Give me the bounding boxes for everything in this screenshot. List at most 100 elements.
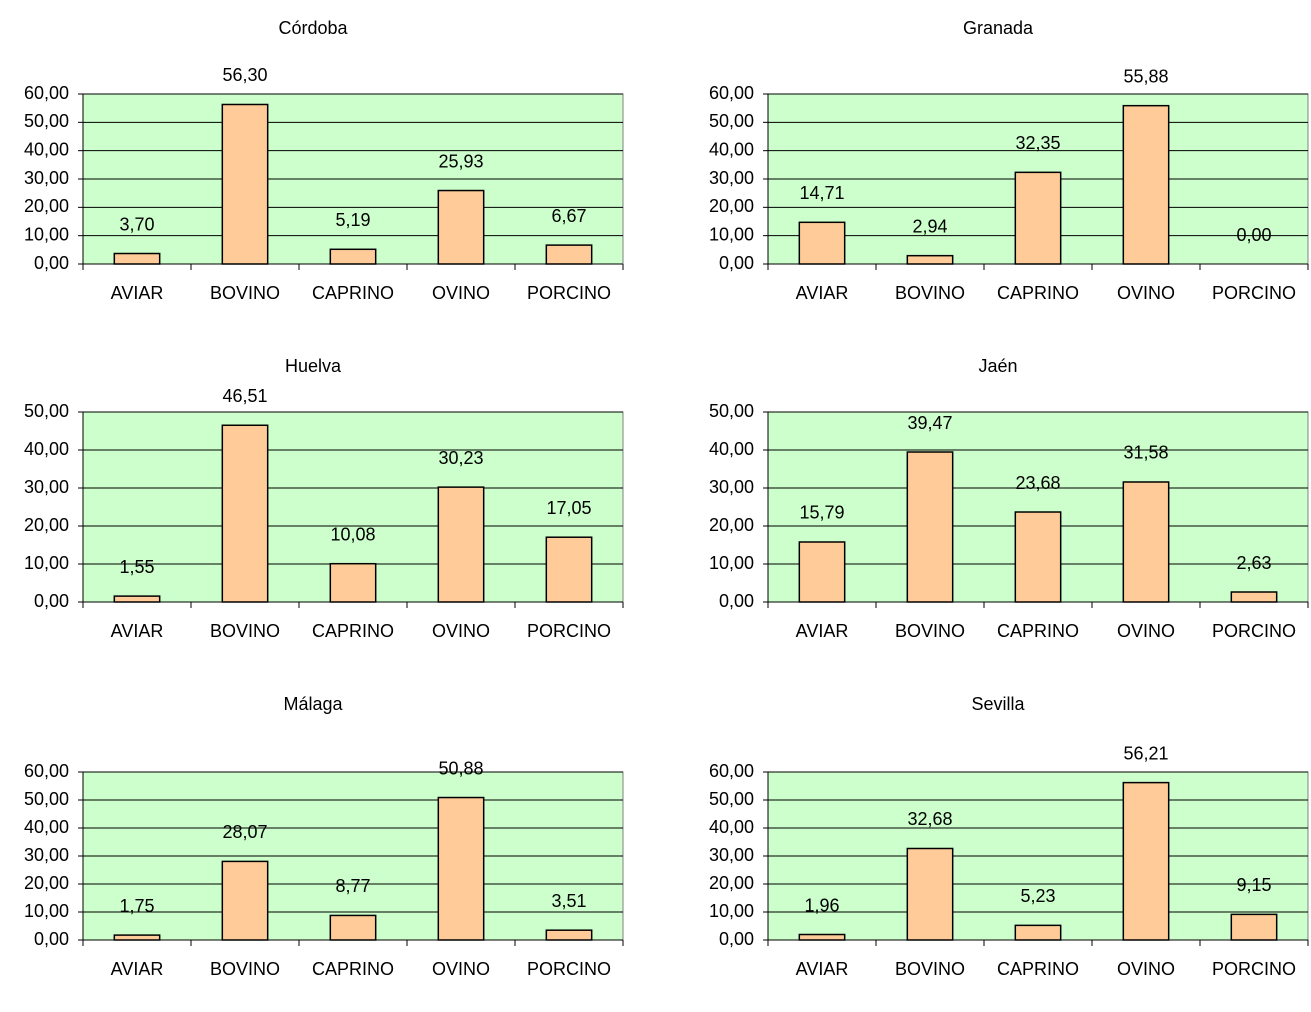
y-tick-label: 30,00 <box>709 845 754 865</box>
y-tick-label: 50,00 <box>709 111 754 131</box>
x-tick-label: AVIAR <box>796 283 849 303</box>
y-tick-label: 10,00 <box>24 553 69 573</box>
bar <box>545 929 593 941</box>
chart-title: Huelva <box>285 356 342 376</box>
y-tick-label: 0,00 <box>34 253 69 273</box>
x-tick-label: BOVINO <box>210 959 280 979</box>
x-tick-label: OVINO <box>432 621 490 641</box>
y-tick-label: 0,00 <box>34 929 69 949</box>
y-tick-label: 30,00 <box>709 477 754 497</box>
bar <box>1014 171 1062 265</box>
x-tick-label: AVIAR <box>796 621 849 641</box>
bar <box>221 860 269 941</box>
x-tick-label: OVINO <box>1117 621 1175 641</box>
value-label: 23,68 <box>1015 473 1060 493</box>
value-label: 46,51 <box>222 386 267 406</box>
y-tick-label: 50,00 <box>709 401 754 421</box>
y-tick-label: 60,00 <box>24 761 69 781</box>
value-label: 28,07 <box>222 822 267 842</box>
bar <box>906 847 954 941</box>
value-label: 0,00 <box>1236 225 1271 245</box>
value-label: 10,08 <box>330 524 375 544</box>
y-tick-label: 60,00 <box>709 761 754 781</box>
y-tick-label: 10,00 <box>709 224 754 244</box>
x-tick-label: AVIAR <box>111 959 164 979</box>
bar <box>113 252 161 265</box>
value-label: 2,63 <box>1236 553 1271 573</box>
x-tick-label: AVIAR <box>796 959 849 979</box>
value-label: 32,68 <box>907 809 952 829</box>
value-label: 5,19 <box>335 210 370 230</box>
chart-title: Córdoba <box>278 18 348 38</box>
x-tick-label: CAPRINO <box>997 621 1079 641</box>
x-tick-label: CAPRINO <box>312 959 394 979</box>
x-tick-label: PORCINO <box>1212 283 1296 303</box>
value-label: 30,23 <box>438 448 483 468</box>
bar <box>437 486 485 603</box>
x-tick-label: PORCINO <box>527 959 611 979</box>
value-label: 17,05 <box>546 498 591 518</box>
value-label: 9,15 <box>1236 875 1271 895</box>
x-tick-label: BOVINO <box>210 621 280 641</box>
bar <box>798 933 846 941</box>
y-tick-label: 20,00 <box>24 873 69 893</box>
value-label: 50,88 <box>438 758 483 778</box>
bar <box>1122 104 1170 265</box>
bar <box>437 796 485 941</box>
x-tick-label: BOVINO <box>210 283 280 303</box>
x-tick-label: OVINO <box>432 283 490 303</box>
bar <box>545 536 593 603</box>
value-label: 56,21 <box>1123 743 1168 763</box>
bar <box>798 541 846 603</box>
y-tick-label: 60,00 <box>709 83 754 103</box>
value-label: 31,58 <box>1123 443 1168 463</box>
x-tick-label: PORCINO <box>1212 959 1296 979</box>
y-tick-label: 20,00 <box>709 196 754 216</box>
value-label: 32,35 <box>1015 133 1060 153</box>
value-label: 3,70 <box>119 214 154 234</box>
value-label: 1,75 <box>119 896 154 916</box>
bar <box>437 189 485 265</box>
y-tick-label: 40,00 <box>24 439 69 459</box>
x-tick-label: PORCINO <box>527 621 611 641</box>
chart-title: Granada <box>963 18 1034 38</box>
y-tick-label: 40,00 <box>709 817 754 837</box>
y-tick-label: 50,00 <box>24 401 69 421</box>
bar <box>329 562 377 603</box>
x-tick-label: OVINO <box>1117 959 1175 979</box>
y-tick-label: 10,00 <box>709 901 754 921</box>
bar <box>329 248 377 265</box>
y-tick-label: 10,00 <box>24 901 69 921</box>
bar <box>906 451 954 603</box>
bar <box>113 934 161 941</box>
y-tick-label: 60,00 <box>24 83 69 103</box>
y-tick-label: 30,00 <box>24 477 69 497</box>
value-label: 3,51 <box>551 891 586 911</box>
bar <box>1122 481 1170 603</box>
y-tick-label: 40,00 <box>709 139 754 159</box>
x-tick-label: PORCINO <box>527 283 611 303</box>
y-tick-label: 20,00 <box>709 515 754 535</box>
bar <box>1014 924 1062 941</box>
y-tick-label: 30,00 <box>709 168 754 188</box>
y-tick-label: 50,00 <box>24 789 69 809</box>
value-label: 15,79 <box>799 503 844 523</box>
bar <box>221 424 269 603</box>
value-label: 5,23 <box>1020 886 1055 906</box>
value-label: 8,77 <box>335 876 370 896</box>
bar <box>1230 591 1278 603</box>
bar <box>329 914 377 941</box>
bar <box>545 244 593 265</box>
y-tick-label: 0,00 <box>719 253 754 273</box>
bar <box>1230 913 1278 941</box>
x-tick-label: BOVINO <box>895 621 965 641</box>
y-tick-label: 40,00 <box>24 817 69 837</box>
bar <box>798 221 846 265</box>
x-tick-label: OVINO <box>432 959 490 979</box>
x-tick-label: BOVINO <box>895 283 965 303</box>
bar <box>1014 511 1062 603</box>
value-label: 6,67 <box>551 206 586 226</box>
x-tick-label: AVIAR <box>111 621 164 641</box>
value-label: 39,47 <box>907 413 952 433</box>
